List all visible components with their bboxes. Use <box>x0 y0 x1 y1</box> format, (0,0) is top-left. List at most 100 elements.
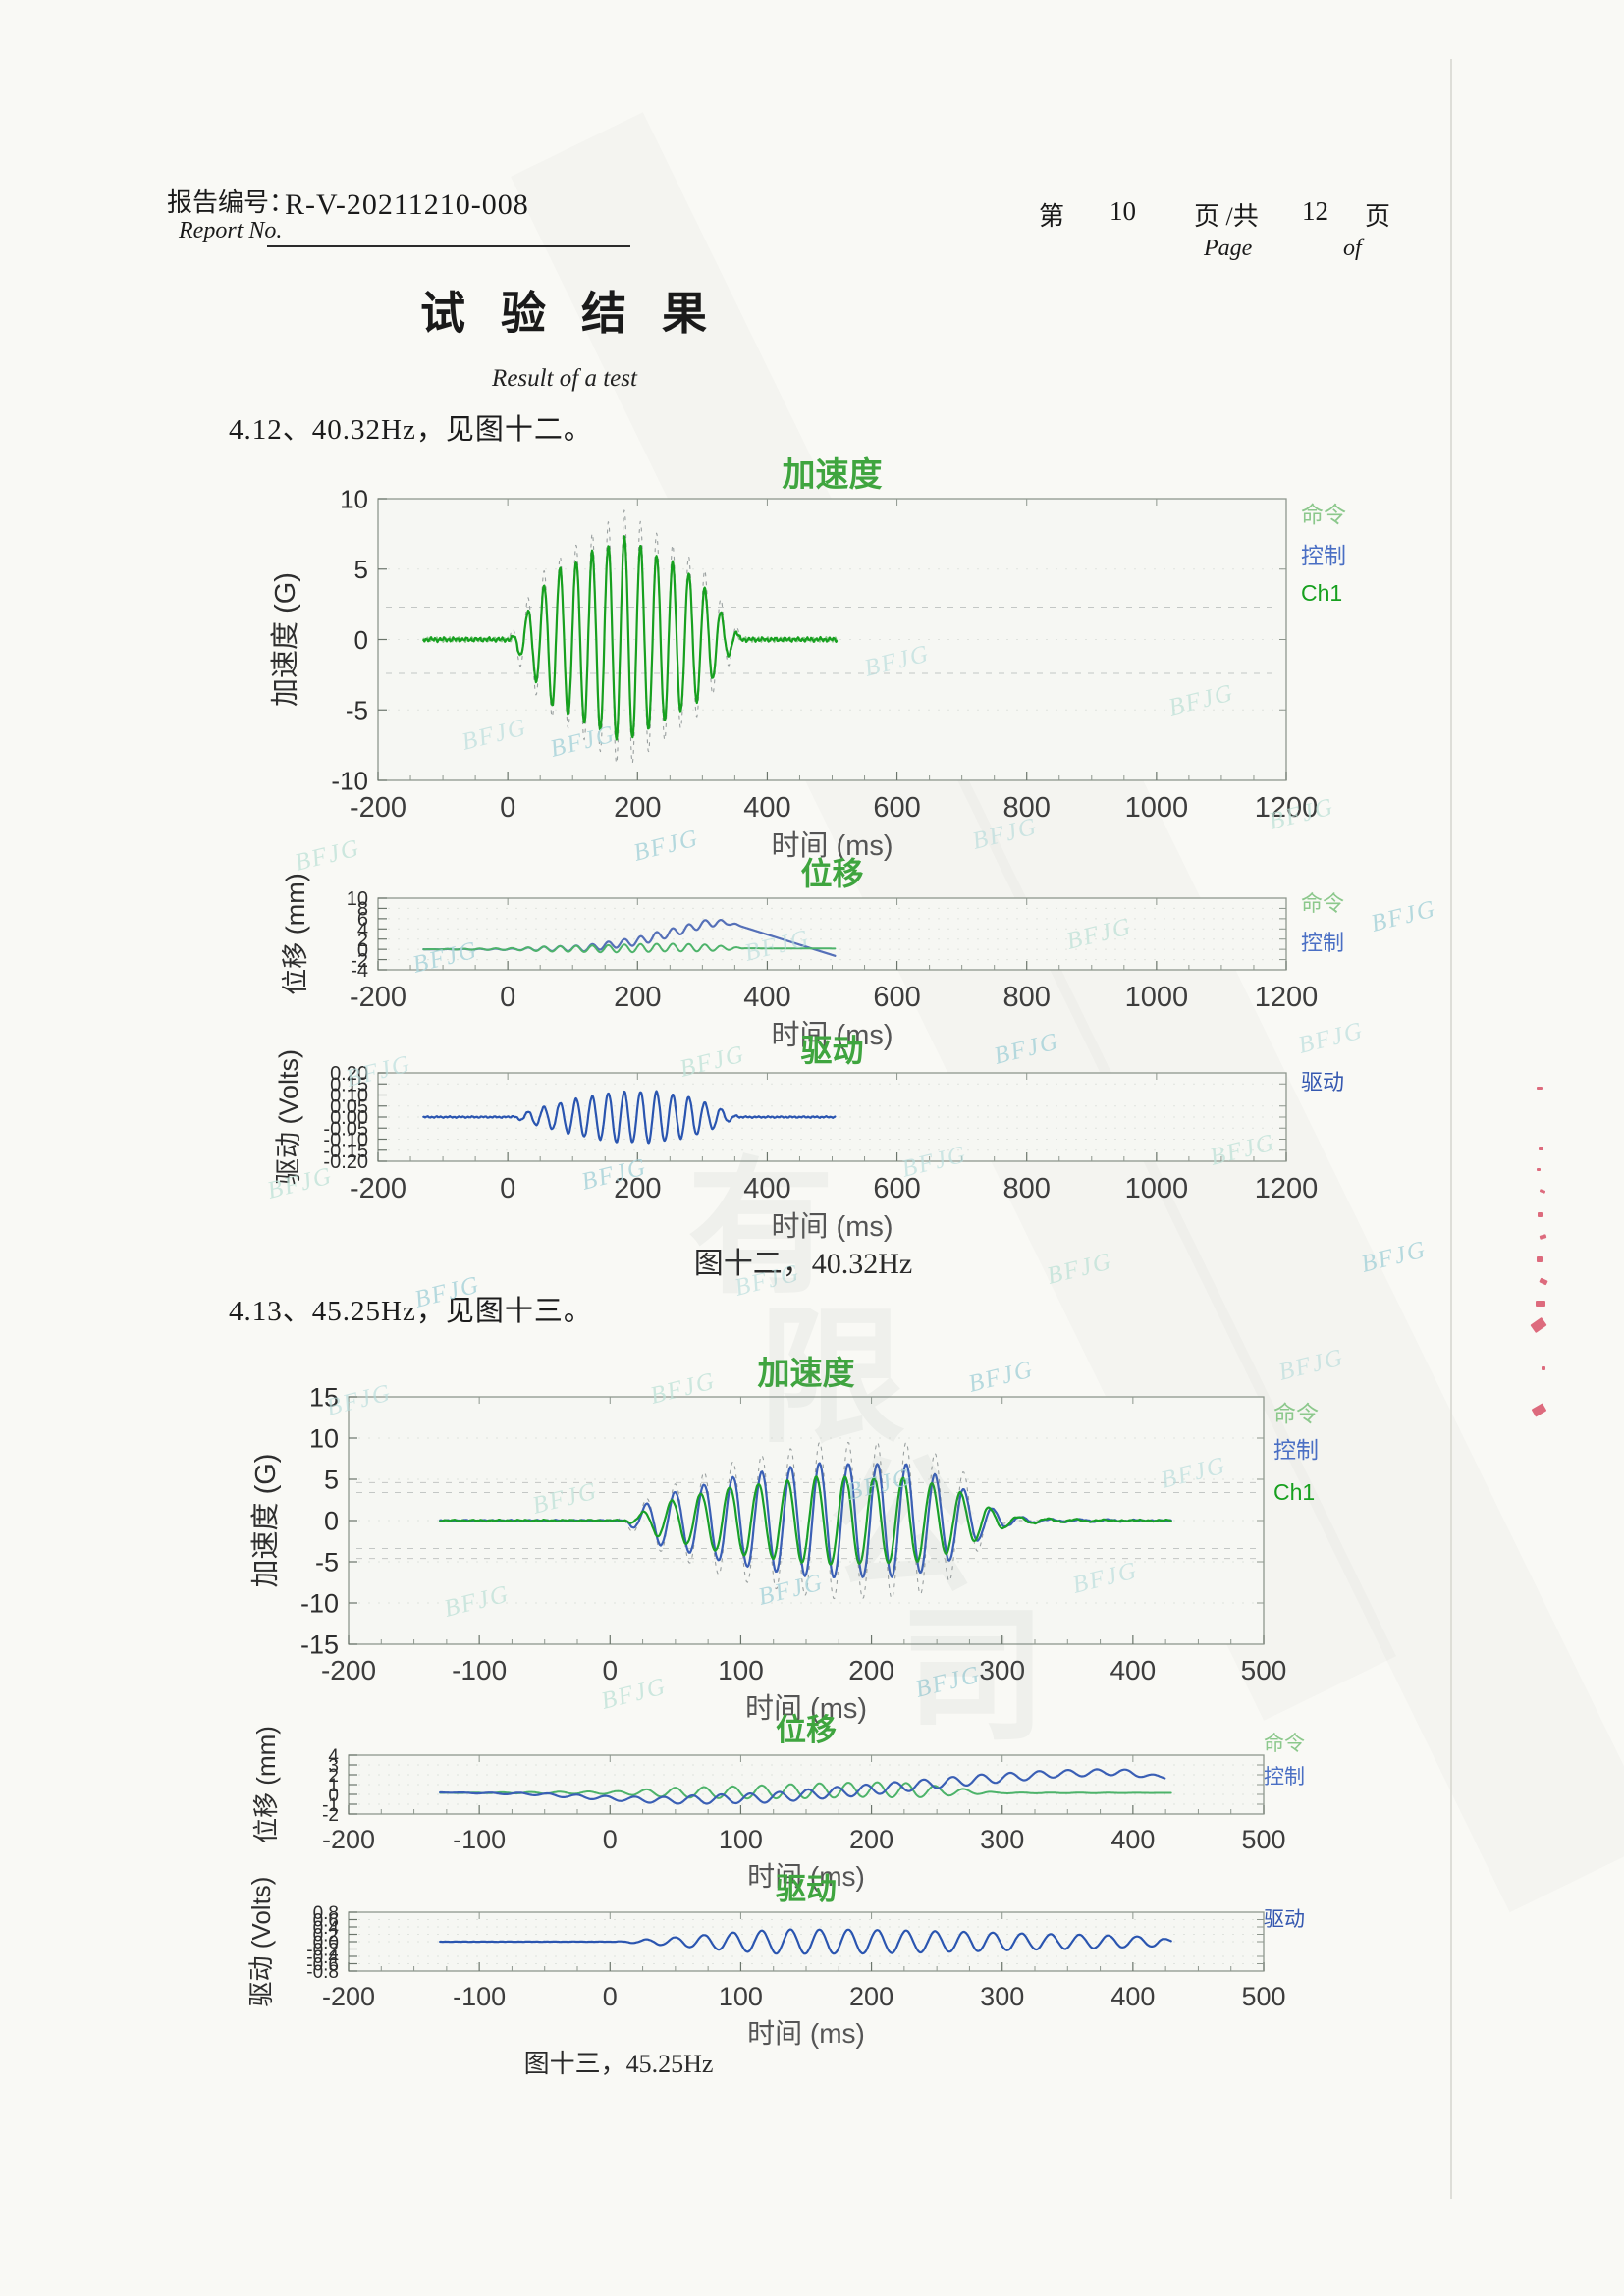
page-label-mid: 页 /共 <box>1194 202 1259 231</box>
svg-text:0: 0 <box>603 1825 618 1854</box>
svg-text:400: 400 <box>1110 1825 1155 1854</box>
fig12-drive-ylabel: 驱动 (Volts) <box>274 1049 303 1185</box>
svg-text:0: 0 <box>328 1786 339 1806</box>
svg-text:-100: -100 <box>453 1982 506 2011</box>
fig13-drive-svg: -200 -100 0 100 200 300 400 5000.80.60.40.20.0-… <box>246 1872 1305 2049</box>
fig12-acceleration-chart: -200 0 200 400 600 800 1000 1200 10 5 0 -5 -10 加速度 加速度… <box>250 454 1429 900</box>
page-title: 试验结果 <box>420 289 742 339</box>
svg-text:10: 10 <box>347 888 368 910</box>
fig12-acceleration-legend-Ch1: Ch1 <box>1301 580 1342 606</box>
svg-text:0: 0 <box>500 792 515 824</box>
svg-text:0.15: 0.15 <box>330 1074 368 1095</box>
fig13-acceleration-legend-Ch1: Ch1 <box>1273 1479 1315 1505</box>
fig13-displacement-legend-命令: 命令 <box>1264 1733 1305 1755</box>
svg-text:0: 0 <box>500 1173 515 1204</box>
report-no-label-zh: 报告编号： <box>167 188 296 217</box>
svg-text:200: 200 <box>849 1982 893 2011</box>
fig12-drive-chart: -200 0 200 400 600 800 1000 1200 0.20 0.15 0.10 0.0… <box>250 1029 1429 1279</box>
fig13-acceleration-legend-命令: 命令 <box>1273 1401 1319 1426</box>
svg-text:-0.20: -0.20 <box>323 1151 368 1173</box>
svg-text:-0.6: -0.6 <box>306 1954 339 1975</box>
fig12-drive-legend-驱动: 驱动 <box>1301 1070 1344 1095</box>
fig13-acceleration-ylabel: 加速度 (G) <box>249 1454 282 1588</box>
svg-text:200: 200 <box>614 792 661 824</box>
fig12-displacement-series-命令 <box>422 942 837 954</box>
svg-text:600: 600 <box>873 982 920 1013</box>
svg-text:400: 400 <box>743 1173 790 1204</box>
page-label-suffix: 页 <box>1365 202 1391 231</box>
svg-text:400: 400 <box>743 792 790 824</box>
svg-text:-200: -200 <box>350 792 406 824</box>
svg-text:0.0: 0.0 <box>313 1933 339 1953</box>
svg-text:400: 400 <box>1110 1982 1155 2011</box>
svg-text:200: 200 <box>614 982 661 1013</box>
svg-text:1000: 1000 <box>1125 982 1189 1013</box>
svg-text:6: 6 <box>357 909 368 931</box>
svg-text:500: 500 <box>1241 1655 1287 1685</box>
fig12-drive-title: 驱动 <box>800 1033 863 1068</box>
svg-text:800: 800 <box>1003 982 1051 1013</box>
svg-text:-5: -5 <box>346 696 368 725</box>
fig12-drive-xlabel: 时间 (ms) <box>771 1210 893 1243</box>
fig13-drive-legend-驱动: 驱动 <box>1264 1908 1305 1931</box>
svg-text:300: 300 <box>980 1825 1024 1854</box>
fig12-acceleration-legend-命令: 命令 <box>1301 502 1346 527</box>
section-heading-4-13: 4.13、45.25Hz，见图十三。 <box>229 1296 593 1327</box>
fig13-displacement-series-控制 <box>439 1768 1166 1805</box>
fig12-displacement-xlabel: 时间 (ms) <box>771 1019 893 1051</box>
svg-text:300: 300 <box>979 1655 1025 1685</box>
svg-text:-200: -200 <box>350 982 406 1013</box>
svg-text:0.8: 0.8 <box>313 1903 339 1924</box>
svg-text:-5: -5 <box>315 1548 339 1577</box>
svg-text:1000: 1000 <box>1125 1173 1189 1204</box>
svg-text:-200: -200 <box>322 1982 375 2011</box>
svg-text:10: 10 <box>309 1424 339 1454</box>
svg-text:400: 400 <box>1110 1655 1156 1685</box>
fig12-acceleration-title: 加速度 <box>783 456 883 494</box>
fig12-displacement-chart: -200 0 200 400 600 800 1000 1200 10 8 6 4 2 0 -2 -4 位移 位移… <box>250 852 1429 1088</box>
svg-text:0.00: 0.00 <box>330 1107 368 1129</box>
svg-text:-0.10: -0.10 <box>323 1130 368 1151</box>
page-subtitle: Result of a test <box>492 365 637 392</box>
svg-text:100: 100 <box>718 1655 764 1685</box>
red-stamp-fragment <box>1537 1168 1541 1171</box>
svg-text:-2: -2 <box>322 1805 339 1826</box>
page-total: 12 <box>1302 196 1328 226</box>
fig12-displacement-svg: -200 0 200 400 600 800 1000 12001086420-2-4位移位移… <box>281 856 1344 1051</box>
svg-text:1: 1 <box>328 1776 339 1796</box>
red-stamp-fragment <box>1539 1147 1543 1150</box>
fig12-displacement-title: 位移 <box>800 856 863 891</box>
svg-text:-200: -200 <box>322 1825 375 1854</box>
svg-text:-100: -100 <box>452 1655 507 1685</box>
report-number-value: R-V-20211210-008 <box>285 188 529 221</box>
figure-13-caption: 图十三，45.25Hz <box>523 2050 714 2078</box>
red-stamp-fragment <box>1531 1403 1547 1417</box>
fig13-displacement-chart: -200 -100 0 100 200 300 400 500 4 3 2 1 0 -1 -2 位移 位移 (m… <box>221 1703 1409 1934</box>
fig12-acceleration-legend-控制: 控制 <box>1301 543 1346 568</box>
svg-text:1200: 1200 <box>1255 792 1319 824</box>
fig13-acceleration-svg: -200 -100 0 100 200 300 400 500 15 10 5 0 -5 -10 -15 加速… <box>249 1355 1319 1725</box>
svg-text:200: 200 <box>614 1173 661 1204</box>
fig13-displacement-title: 位移 <box>776 1713 837 1747</box>
fig13-displacement-xlabel: 时间 (ms) <box>747 1861 865 1892</box>
fig12-displacement-legend-控制: 控制 <box>1301 931 1344 955</box>
svg-text:4: 4 <box>328 1746 339 1767</box>
svg-text:2: 2 <box>357 930 368 951</box>
svg-text:-100: -100 <box>453 1825 506 1854</box>
fig12-drive-series-驱动 <box>422 1090 837 1145</box>
fig12-displacement-legend-命令: 命令 <box>1301 891 1344 916</box>
svg-text:0.20: 0.20 <box>330 1063 368 1085</box>
svg-text:0.05: 0.05 <box>330 1096 368 1118</box>
svg-text:200: 200 <box>848 1655 894 1685</box>
fig13-acceleration-title: 加速度 <box>758 1355 855 1391</box>
red-stamp-fragment <box>1537 1087 1543 1090</box>
red-stamp-fragment <box>1538 1212 1543 1217</box>
svg-text:-2: -2 <box>351 950 368 972</box>
svg-text:0: 0 <box>324 1507 339 1536</box>
svg-text:0.2: 0.2 <box>313 1925 339 1946</box>
fig12-acceleration-series-Ch1 <box>422 535 839 741</box>
svg-text:-0.8: -0.8 <box>306 1962 339 1983</box>
svg-text:0: 0 <box>603 1982 618 2011</box>
scan-artifact-line <box>1450 59 1452 2199</box>
